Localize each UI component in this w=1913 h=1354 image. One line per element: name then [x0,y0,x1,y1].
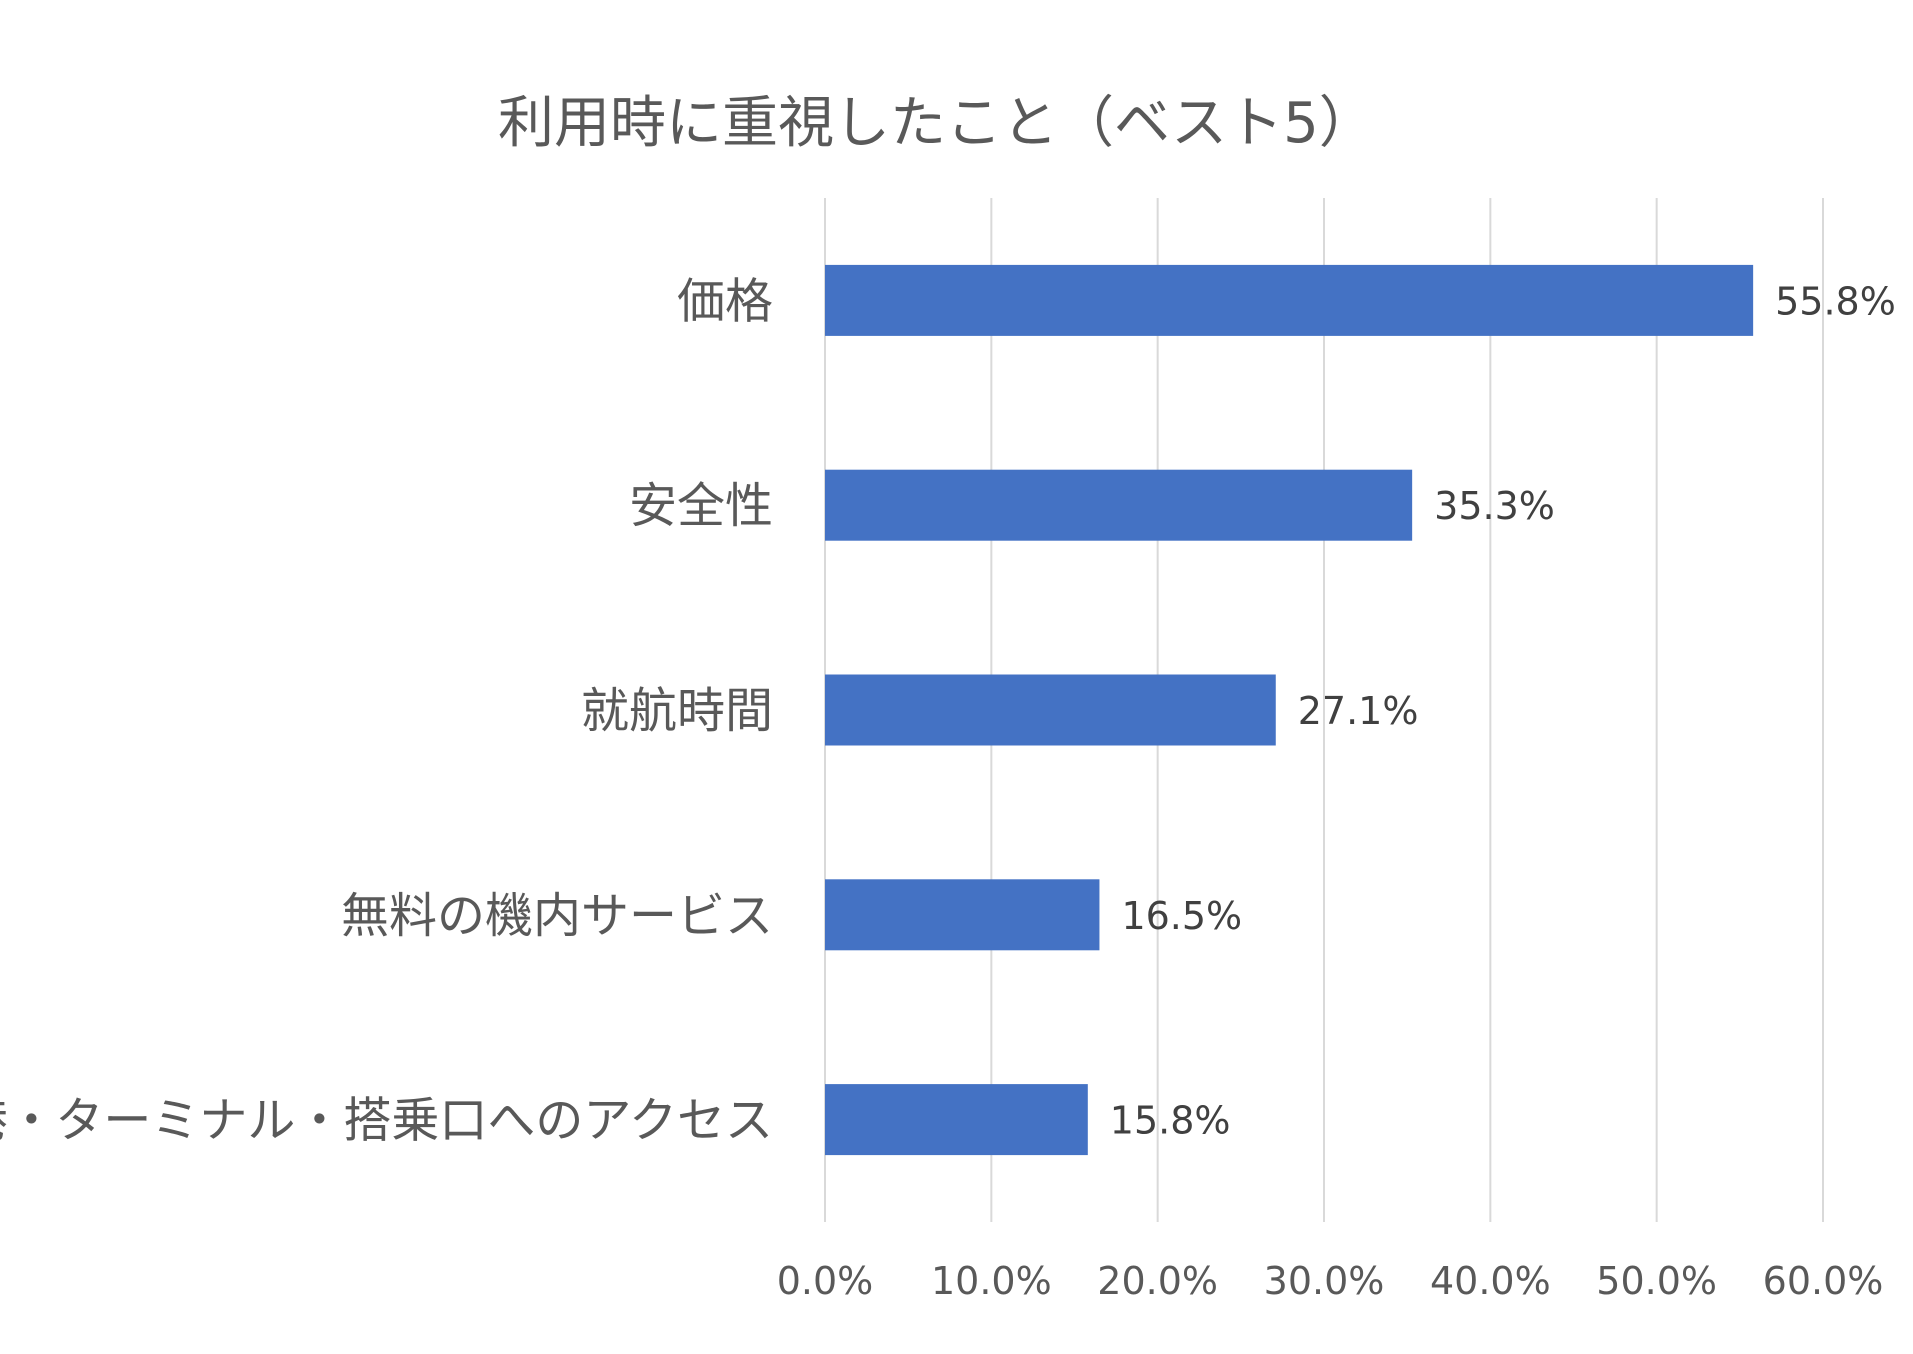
bar [825,264,1754,336]
category-label: 価格 [677,273,773,329]
x-tick-label: 20.0% [1097,1259,1218,1303]
x-tick-label: 0.0% [777,1259,874,1303]
x-tick-label: 40.0% [1430,1259,1551,1303]
x-tick-label: 60.0% [1763,1259,1884,1303]
category-label: 無料の機内サービス [341,888,773,944]
data-label: 35.3% [1434,484,1555,528]
category-label: 空港・ターミナル・搭乗口へのアクセス [0,1093,773,1149]
data-label: 27.1% [1298,689,1419,733]
x-tick-label: 10.0% [931,1259,1052,1303]
bar [825,1084,1088,1156]
category-label: 就航時間 [581,683,773,739]
data-label: 15.8% [1110,1099,1231,1143]
chart-title: 利用時に重視したこと（ベスト5） [498,91,1375,156]
x-tick-label: 30.0% [1264,1259,1385,1303]
bar [825,674,1276,746]
x-tick-label: 50.0% [1596,1259,1717,1303]
data-label: 55.8% [1775,279,1896,323]
category-label: 安全性 [629,478,773,534]
data-label: 16.5% [1121,894,1242,938]
bar [825,469,1413,541]
bar [825,879,1100,951]
